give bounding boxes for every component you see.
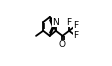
Text: O: O [59,40,66,49]
Text: F: F [67,18,72,27]
Text: F: F [73,31,78,40]
Text: N: N [53,18,59,27]
Text: F: F [73,21,78,30]
